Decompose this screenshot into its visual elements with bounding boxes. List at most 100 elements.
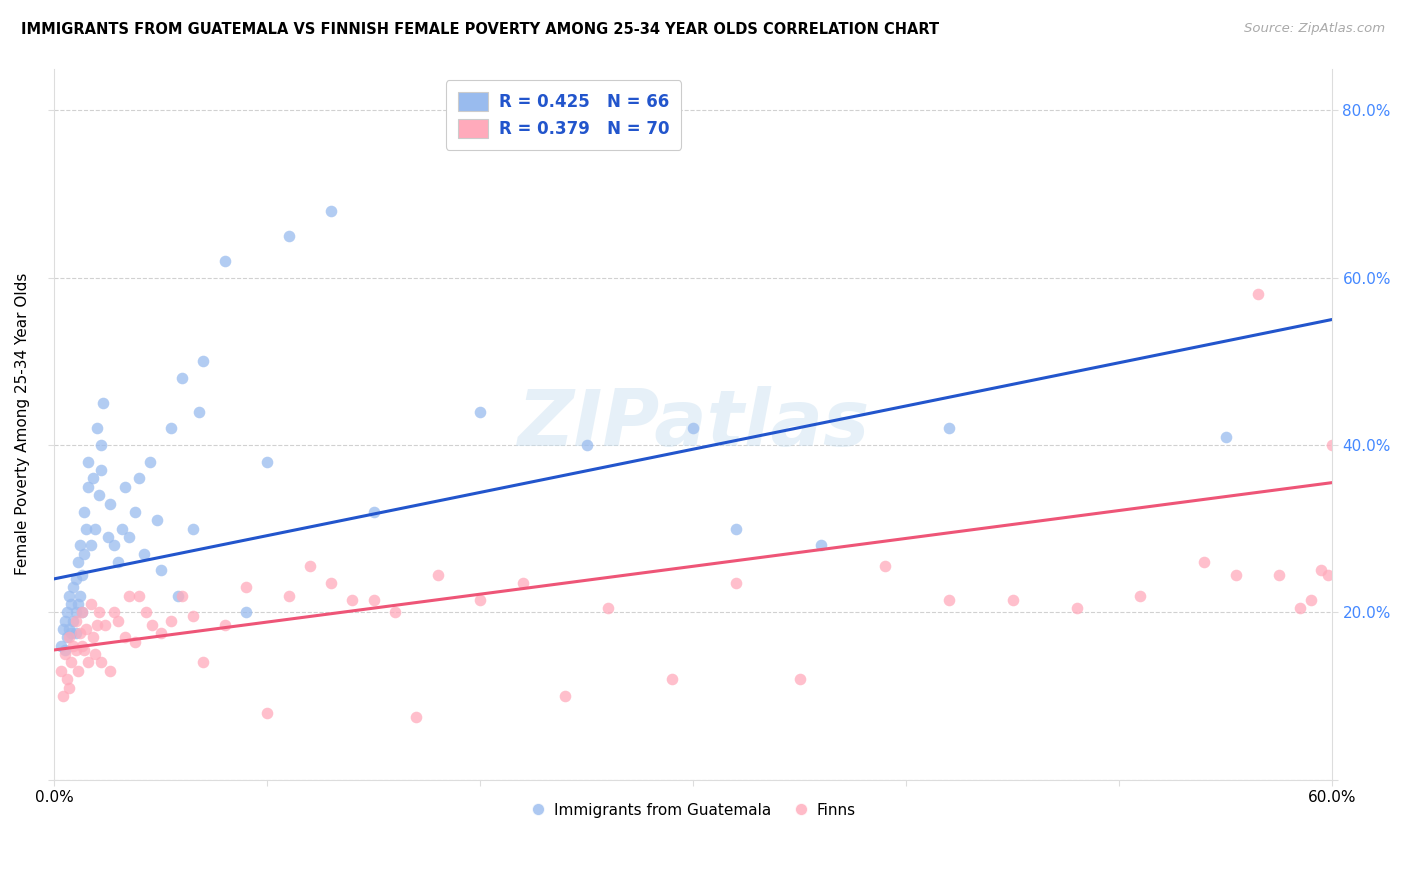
Point xyxy=(60,597,83,611)
Point xyxy=(103,538,125,552)
Point xyxy=(77,480,100,494)
Point xyxy=(96,530,118,544)
Point xyxy=(69,589,91,603)
Point xyxy=(91,396,114,410)
Y-axis label: Female Poverty Among 25-34 Year Olds: Female Poverty Among 25-34 Year Olds xyxy=(15,273,30,575)
Point xyxy=(235,605,257,619)
Point xyxy=(65,605,87,619)
Point xyxy=(235,580,257,594)
Point xyxy=(66,664,89,678)
Point xyxy=(79,538,101,552)
Point xyxy=(62,639,84,653)
Point xyxy=(70,639,93,653)
Point xyxy=(1320,438,1343,452)
Point xyxy=(554,689,576,703)
Point xyxy=(149,626,172,640)
Point xyxy=(70,605,93,619)
Point xyxy=(321,203,343,218)
Point xyxy=(62,580,84,594)
Text: IMMIGRANTS FROM GUATEMALA VS FINNISH FEMALE POVERTY AMONG 25-34 YEAR OLDS CORREL: IMMIGRANTS FROM GUATEMALA VS FINNISH FEM… xyxy=(21,22,939,37)
Point xyxy=(62,614,84,628)
Point xyxy=(65,614,87,628)
Point xyxy=(277,589,299,603)
Point xyxy=(132,547,155,561)
Point xyxy=(661,672,683,686)
Point xyxy=(66,555,89,569)
Point xyxy=(141,617,163,632)
Point xyxy=(160,421,183,435)
Point xyxy=(86,421,108,435)
Point xyxy=(724,576,747,591)
Point xyxy=(73,643,96,657)
Point xyxy=(90,656,112,670)
Point xyxy=(512,576,534,591)
Point xyxy=(107,555,129,569)
Point xyxy=(83,647,105,661)
Point xyxy=(124,505,146,519)
Point xyxy=(118,589,141,603)
Point xyxy=(1194,555,1216,569)
Point xyxy=(69,626,91,640)
Point xyxy=(181,522,204,536)
Point xyxy=(65,572,87,586)
Point xyxy=(90,438,112,452)
Point xyxy=(73,505,96,519)
Point xyxy=(682,421,704,435)
Point xyxy=(111,522,134,536)
Point xyxy=(1129,589,1152,603)
Point xyxy=(321,576,343,591)
Point xyxy=(1225,567,1247,582)
Point xyxy=(470,404,492,418)
Point xyxy=(1215,429,1237,443)
Point xyxy=(1310,564,1333,578)
Point xyxy=(49,639,72,653)
Point xyxy=(114,631,136,645)
Point xyxy=(77,455,100,469)
Point xyxy=(172,371,194,385)
Point xyxy=(1001,592,1024,607)
Point xyxy=(49,664,72,678)
Point xyxy=(56,672,79,686)
Point xyxy=(256,706,278,720)
Point xyxy=(82,631,104,645)
Point xyxy=(60,656,83,670)
Point xyxy=(1246,287,1268,301)
Point xyxy=(363,505,385,519)
Point xyxy=(426,567,449,582)
Point xyxy=(1268,567,1291,582)
Point xyxy=(172,589,194,603)
Point xyxy=(70,605,93,619)
Legend: Immigrants from Guatemala, Finns: Immigrants from Guatemala, Finns xyxy=(523,795,863,825)
Point xyxy=(70,567,93,582)
Point xyxy=(1066,601,1088,615)
Point xyxy=(789,672,811,686)
Point xyxy=(73,547,96,561)
Point xyxy=(58,631,80,645)
Point xyxy=(166,589,188,603)
Point xyxy=(145,513,167,527)
Point xyxy=(98,497,121,511)
Point xyxy=(938,421,960,435)
Point xyxy=(114,480,136,494)
Point xyxy=(193,656,215,670)
Point xyxy=(363,592,385,607)
Point xyxy=(139,455,162,469)
Point xyxy=(277,228,299,243)
Point xyxy=(56,631,79,645)
Text: Source: ZipAtlas.com: Source: ZipAtlas.com xyxy=(1244,22,1385,36)
Point xyxy=(86,617,108,632)
Point xyxy=(810,538,832,552)
Point xyxy=(69,538,91,552)
Point xyxy=(75,522,97,536)
Point xyxy=(188,404,211,418)
Point xyxy=(405,710,427,724)
Point xyxy=(384,605,406,619)
Point xyxy=(90,463,112,477)
Point xyxy=(575,438,598,452)
Point xyxy=(65,626,87,640)
Point xyxy=(214,617,236,632)
Point xyxy=(66,597,89,611)
Point xyxy=(596,601,619,615)
Point xyxy=(128,471,150,485)
Point xyxy=(160,614,183,628)
